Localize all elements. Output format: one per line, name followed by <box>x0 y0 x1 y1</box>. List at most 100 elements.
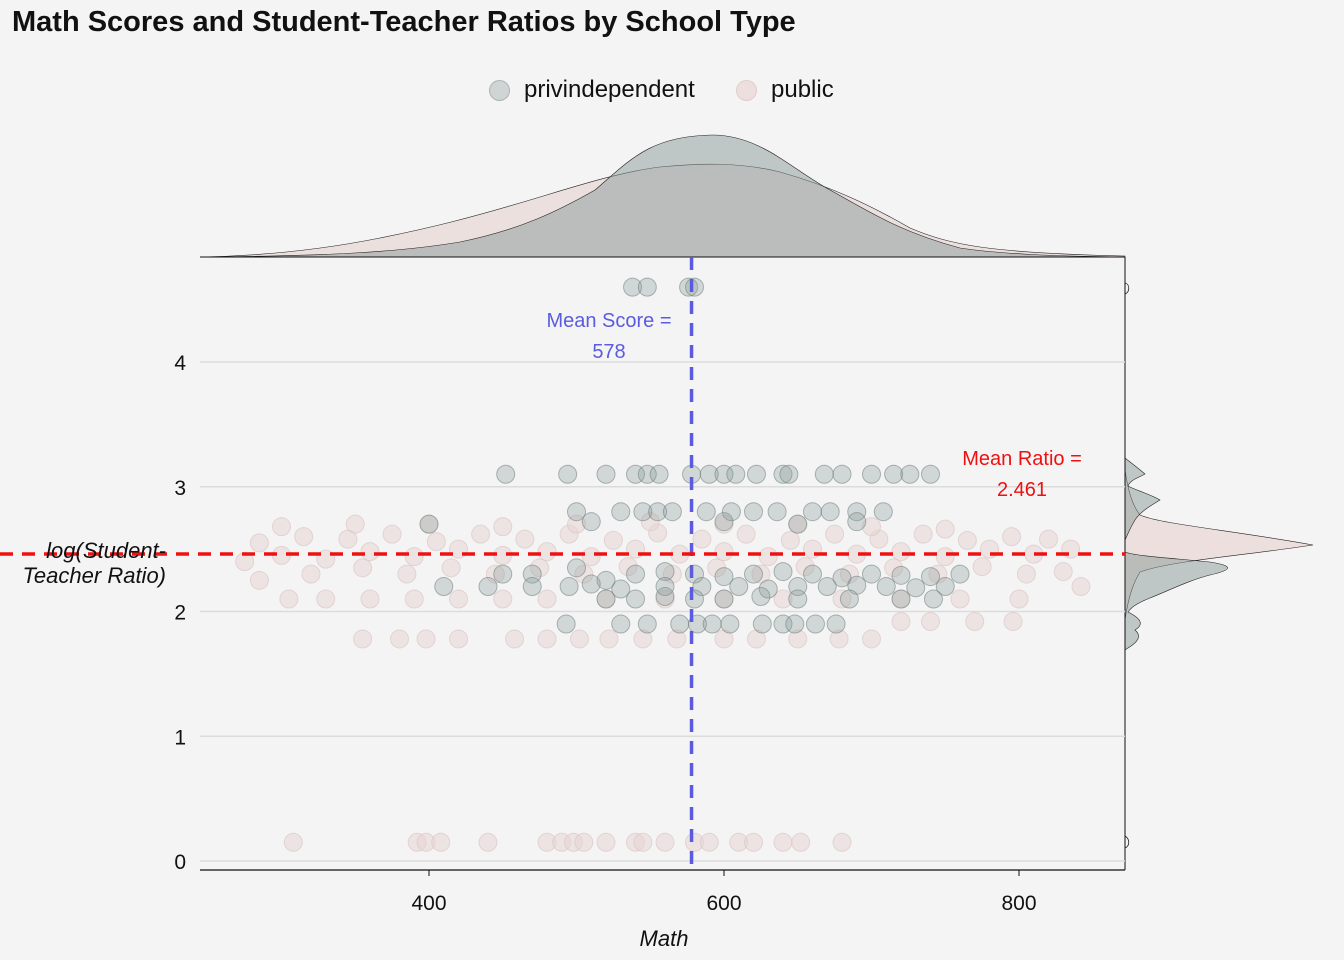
point-public-113 <box>272 517 291 537</box>
chart-title: Math Scores and Student-Teacher Ratios b… <box>12 6 796 38</box>
point-privindependent-78 <box>751 587 771 607</box>
legend-label-public: public <box>771 76 834 103</box>
point-public-14 <box>699 832 719 852</box>
point-public-22 <box>416 629 436 649</box>
point-public-67 <box>795 557 815 577</box>
x-tick-label-400: 400 <box>411 892 446 915</box>
point-public-28 <box>633 629 653 649</box>
point-privindependent-6 <box>596 464 616 484</box>
point-privindependent-80 <box>839 589 859 609</box>
density-public-y <box>1124 469 1314 621</box>
point-privindependent-5 <box>558 464 578 484</box>
point-privindependent-66 <box>758 579 778 599</box>
point-privindependent-75 <box>655 587 675 607</box>
y-tick-label-2: 2 <box>174 602 186 625</box>
point-public-55 <box>249 570 269 590</box>
point-privindependent-36 <box>419 514 439 534</box>
gridlines <box>200 361 1125 862</box>
legend-item-privindependent: privindependent <box>489 76 695 104</box>
point-public-20 <box>353 629 373 649</box>
point-public-110 <box>957 530 977 550</box>
point-public-98 <box>426 532 446 552</box>
point-privindependent-46 <box>655 562 675 582</box>
point-public-58 <box>397 564 417 584</box>
point-public-82 <box>581 547 601 567</box>
point-public-35 <box>891 611 911 631</box>
point-public-81 <box>537 542 557 562</box>
mean-score-value: 578 <box>592 341 626 363</box>
point-privindependent-41 <box>493 564 513 584</box>
legend-swatch-public <box>736 79 757 101</box>
point-privindependent-1 <box>637 277 657 297</box>
y-axis-label: log(Student-Teacher Ratio) <box>22 538 166 588</box>
point-public-78 <box>404 547 424 567</box>
point-privindependent-19 <box>862 464 881 484</box>
point-public-102 <box>603 530 623 550</box>
point-public-89 <box>891 542 911 562</box>
point-public-24 <box>505 629 525 649</box>
top-marginal-density <box>199 134 1126 258</box>
point-privindependent-61 <box>581 574 601 594</box>
point-public-104 <box>692 529 712 549</box>
mean-ratio-value: 2.461 <box>996 479 1048 501</box>
point-public-99 <box>471 524 491 544</box>
point-privindependent-18 <box>832 464 852 484</box>
reference-lines <box>0 257 1125 870</box>
point-privindependent-50 <box>773 562 793 582</box>
point-privindependent-44 <box>596 570 616 590</box>
point-privindependent-56 <box>950 564 970 584</box>
point-privindependent-38 <box>714 512 734 532</box>
point-privindependent-92 <box>785 614 805 634</box>
point-public-40 <box>316 589 336 609</box>
point-public-39 <box>279 589 299 609</box>
point-privindependent-94 <box>826 614 846 634</box>
point-privindependent-32 <box>803 502 822 522</box>
point-privindependent-55 <box>921 567 940 587</box>
point-privindependent-20 <box>884 464 904 484</box>
point-public-26 <box>569 629 589 649</box>
point-public-18 <box>791 832 811 852</box>
point-privindependent-74 <box>626 589 645 609</box>
point-privindependent-82 <box>923 589 943 609</box>
point-public-63 <box>618 557 638 577</box>
axes: 400 600 800 0 1 2 3 4 <box>174 352 1125 915</box>
point-public-8 <box>574 832 594 852</box>
y-tick-label-0: 0 <box>174 851 186 874</box>
point-public-71 <box>972 557 992 577</box>
point-privindependent-30 <box>744 502 763 522</box>
point-public-107 <box>825 524 845 544</box>
point-public-111 <box>1002 527 1022 547</box>
point-public-72 <box>1016 564 1036 584</box>
point-public-33 <box>829 629 849 649</box>
point-privindependent-4 <box>496 464 516 484</box>
point-public-17 <box>773 832 793 852</box>
point-privindependent-86 <box>670 614 690 634</box>
right-marginal-density <box>1124 257 1314 870</box>
point-public-116 <box>493 517 513 537</box>
point-public-105 <box>736 524 756 544</box>
point-public-25 <box>537 629 557 649</box>
y-tick-label-4: 4 <box>174 352 186 375</box>
point-public-60 <box>485 564 505 584</box>
point-privindependent-23 <box>567 502 586 522</box>
point-privindependent-49 <box>744 564 763 584</box>
point-privindependent-51 <box>803 564 822 584</box>
x-axis-label: Math <box>639 926 689 951</box>
point-public-29 <box>667 629 687 649</box>
point-privindependent-93 <box>805 614 825 634</box>
point-privindependent-27 <box>662 502 682 522</box>
point-public-32 <box>788 629 808 649</box>
point-privindependent-31 <box>767 502 787 522</box>
point-public-23 <box>449 629 468 649</box>
point-public-114 <box>345 514 365 534</box>
legend-item-public: public <box>736 76 834 104</box>
point-public-3 <box>431 832 451 852</box>
point-public-106 <box>780 530 800 550</box>
point-privindependent-59 <box>522 577 542 597</box>
point-public-85 <box>714 542 734 562</box>
legend-label-privindependent: privindependent <box>524 76 695 103</box>
point-public-38 <box>1003 611 1023 631</box>
point-public-94 <box>249 533 269 553</box>
point-public-43 <box>449 589 468 609</box>
